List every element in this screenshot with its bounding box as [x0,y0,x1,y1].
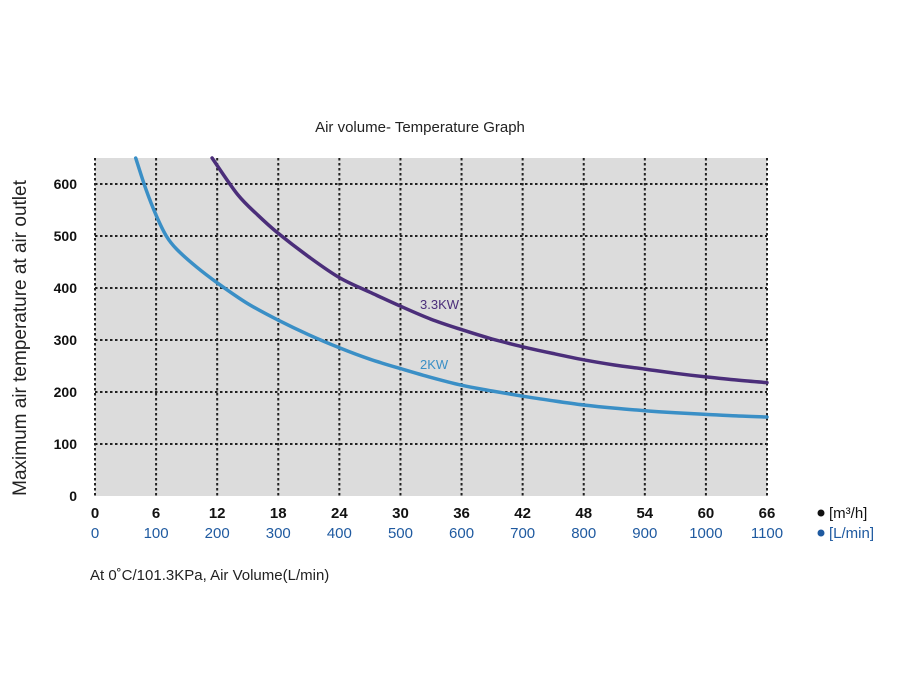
unit-m3h-label: [m³/h] [829,505,867,522]
x-tick-label-m3h: 60 [698,505,715,522]
x-tick-label-lmin: 1000 [689,525,722,542]
y-tick-label: 600 [54,176,78,192]
y-tick-label: 0 [69,488,77,504]
x-tick-label-m3h: 36 [453,505,470,522]
series-label-2kw: 2KW [420,357,449,372]
unit-lmin-bullet [817,529,825,537]
plot-area [95,158,767,496]
x-tick-label-m3h: 54 [636,505,653,522]
x-tick-label-lmin: 600 [449,525,474,542]
x-tick-label-m3h: 30 [392,505,409,522]
y-tick-label: 100 [54,436,78,452]
y-tick-label: 200 [54,384,78,400]
y-axis-label: Maximum air temperature at air outlet [10,179,31,495]
x-tick-label-m3h: 6 [152,505,160,522]
series-group: 3.3KW 2KW [133,156,769,419]
x-tick-label-m3h: 18 [270,505,287,522]
x-tick-label-m3h: 66 [759,505,776,522]
unit-m3h-bullet [817,509,825,517]
series-line-3-3kw [210,156,769,385]
x-tick-label-m3h: 24 [331,505,348,522]
footnote: At 0˚C/101.3KPa, Air Volume(L/min) [90,567,329,584]
x-tick-label-lmin: 900 [632,525,657,542]
x-tick-label-lmin: 1100 [751,525,783,542]
chart-title: Air volume- Temperature Graph [315,119,525,136]
x-tick-label-lmin: 200 [205,525,230,542]
x-tick-label-lmin: 400 [327,525,352,542]
series-line-2kw [133,156,769,419]
x-tick-label-lmin: 0 [91,525,99,542]
x-ticks: 0 0 6 100 12 200 18 300 24 400 30 500 36 600 42 700 48 80… [91,505,783,542]
x-tick-label-lmin: 100 [144,525,169,542]
x-tick-label-m3h: 12 [209,505,226,522]
x-tick-label-m3h: 0 [91,505,99,522]
x-tick-label-lmin: 300 [266,525,291,542]
x-tick-label-lmin: 500 [388,525,413,542]
x-tick-label-m3h: 48 [575,505,592,522]
grid [94,158,768,496]
y-tick-label: 400 [54,280,78,296]
x-tick-label-lmin: 800 [571,525,596,542]
y-tick-label: 500 [54,228,78,244]
y-tick-label: 300 [54,332,78,348]
unit-lmin-label: [L/min] [829,525,874,542]
x-tick-label-lmin: 700 [510,525,535,542]
y-ticks: 0 100 200 300 400 500 600 [54,176,78,504]
series-label-3-3kw: 3.3KW [420,297,460,312]
x-tick-label-m3h: 42 [514,505,531,522]
